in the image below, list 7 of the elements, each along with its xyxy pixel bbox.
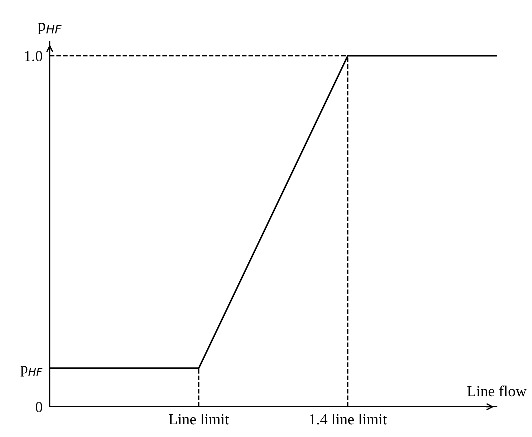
y-tick-label: p$_{HF}$ [20, 366, 43, 377]
y-tick-label: 1.0 [25, 51, 42, 62]
y-tick-label: 0 [36, 402, 42, 412]
x-tick-label: Line limit [169, 414, 230, 425]
x-tick-label: 1.4 line limit [310, 414, 388, 425]
y-axis-title: p$_{HF}$ [38, 23, 62, 34]
x-axis-title: Line flow [468, 386, 527, 397]
